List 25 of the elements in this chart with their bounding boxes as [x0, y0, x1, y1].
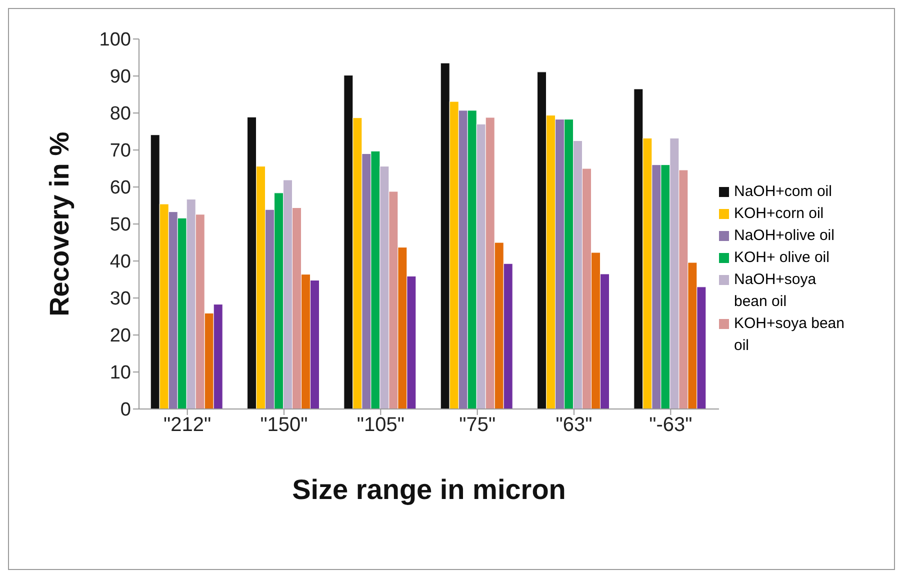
y-tick-label: 70 [110, 140, 131, 162]
x-tick-label: "63" [556, 414, 592, 436]
y-tick-label: 80 [110, 104, 131, 125]
legend-label: KOH+corn oil [734, 204, 824, 224]
x-axis-title: Size range in micron [292, 474, 566, 505]
y-tick-label: 40 [110, 252, 131, 273]
y-tick-label: 90 [110, 66, 131, 88]
y-axis-title: Recovery in % [44, 132, 75, 316]
y-tick-label: 0 [120, 400, 131, 421]
y-tick-label: 30 [110, 288, 131, 310]
legend-label: NaOH+soya bean oil [734, 270, 818, 312]
x-tick-label: "212" [164, 414, 212, 436]
legend-label: NaOH+com oil [734, 182, 832, 202]
legend-label: NaOH+olive oil [734, 226, 834, 246]
y-tick-label: 50 [110, 214, 131, 236]
x-tick-label: "150" [260, 414, 308, 436]
x-tick-label: "75" [459, 414, 496, 436]
y-tick-label: 60 [110, 178, 131, 199]
y-tick-label: 10 [110, 362, 131, 384]
x-tick-label: "105" [356, 414, 404, 436]
x-tick-label: "-63" [649, 414, 692, 436]
y-tick-label: 100 [99, 30, 131, 51]
y-tick-label: 20 [110, 326, 131, 347]
legend-label: KOH+ olive oil [734, 248, 830, 268]
legend-label: KOH+soya bean oil [734, 314, 846, 356]
